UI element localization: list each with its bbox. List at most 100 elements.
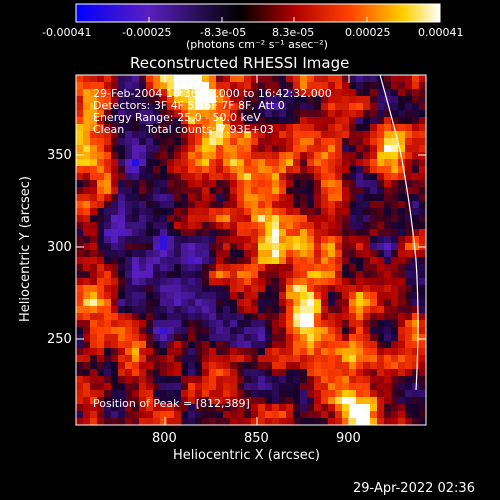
image-pixel <box>223 173 231 181</box>
image-pixel <box>146 187 154 195</box>
image-pixel <box>265 306 273 314</box>
image-pixel <box>237 362 245 370</box>
image-pixel <box>300 96 308 104</box>
image-pixel <box>300 236 308 244</box>
image-pixel <box>188 222 196 230</box>
image-pixel <box>391 110 399 118</box>
image-pixel <box>167 124 175 132</box>
image-pixel <box>391 187 399 195</box>
image-pixel <box>83 82 91 90</box>
image-pixel <box>321 404 329 412</box>
image-pixel <box>118 341 126 349</box>
image-pixel <box>328 229 336 237</box>
image-pixel <box>307 243 315 251</box>
image-pixel <box>174 250 182 258</box>
image-pixel <box>391 222 399 230</box>
image-pixel <box>279 278 287 286</box>
image-pixel <box>237 201 245 209</box>
image-pixel <box>391 201 399 209</box>
image-pixel <box>223 89 231 97</box>
image-pixel <box>349 229 357 237</box>
image-pixel <box>272 411 280 419</box>
image-pixel <box>412 75 420 83</box>
image-pixel <box>104 208 112 216</box>
image-pixel <box>363 348 371 356</box>
image-pixel <box>174 348 182 356</box>
image-pixel <box>160 376 168 384</box>
image-pixel <box>195 201 203 209</box>
image-pixel <box>195 131 203 139</box>
image-pixel <box>272 320 280 328</box>
image-pixel <box>237 369 245 377</box>
image-pixel <box>76 278 84 286</box>
image-pixel <box>405 110 413 118</box>
image-pixel <box>384 89 392 97</box>
image-pixel <box>174 327 182 335</box>
image-pixel <box>258 362 266 370</box>
image-pixel <box>307 404 315 412</box>
image-pixel <box>377 215 385 223</box>
image-pixel <box>356 194 364 202</box>
image-pixel <box>167 292 175 300</box>
image-pixel <box>111 236 119 244</box>
image-pixel <box>419 306 426 314</box>
image-pixel <box>216 313 224 321</box>
image-pixel <box>153 152 161 160</box>
image-pixel <box>272 82 280 90</box>
image-pixel <box>349 299 357 307</box>
image-pixel <box>314 117 322 125</box>
image-pixel <box>258 215 266 223</box>
image-pixel <box>139 411 147 419</box>
image-pixel <box>223 145 231 153</box>
image-pixel <box>111 138 119 146</box>
image-pixel <box>328 411 336 419</box>
image-pixel <box>83 278 91 286</box>
image-pixel <box>419 390 426 398</box>
image-pixel <box>300 152 308 160</box>
image-pixel <box>230 257 238 265</box>
image-pixel <box>391 411 399 419</box>
image-pixel <box>265 180 273 188</box>
image-pixel <box>181 383 189 391</box>
image-pixel <box>132 222 140 230</box>
image-pixel <box>153 348 161 356</box>
image-pixel <box>272 194 280 202</box>
image-pixel <box>286 327 294 335</box>
image-pixel <box>76 138 84 146</box>
image-pixel <box>349 292 357 300</box>
image-pixel <box>405 257 413 265</box>
image-pixel <box>237 285 245 293</box>
image-pixel <box>265 320 273 328</box>
image-pixel <box>293 369 301 377</box>
image-pixel <box>349 194 357 202</box>
image-pixel <box>314 250 322 258</box>
image-pixel <box>356 278 364 286</box>
image-pixel <box>125 103 133 111</box>
image-pixel <box>328 348 336 356</box>
image-pixel <box>216 243 224 251</box>
image-pixel <box>314 285 322 293</box>
image-pixel <box>97 110 105 118</box>
image-pixel <box>202 390 210 398</box>
image-pixel <box>216 327 224 335</box>
image-pixel <box>405 89 413 97</box>
image-pixel <box>293 355 301 363</box>
image-pixel <box>412 152 420 160</box>
image-pixel <box>244 278 252 286</box>
image-pixel <box>209 292 217 300</box>
image-pixel <box>216 222 224 230</box>
image-pixel <box>118 313 126 321</box>
image-pixel <box>223 96 231 104</box>
image-pixel <box>97 355 105 363</box>
image-pixel <box>125 348 133 356</box>
image-pixel <box>146 404 154 412</box>
image-pixel <box>76 173 84 181</box>
image-pixel <box>209 411 217 419</box>
image-pixel <box>167 390 175 398</box>
image-pixel <box>209 306 217 314</box>
image-pixel <box>412 201 420 209</box>
image-pixel <box>111 320 119 328</box>
image-pixel <box>216 124 224 132</box>
image-pixel <box>244 313 252 321</box>
image-pixel <box>328 145 336 153</box>
